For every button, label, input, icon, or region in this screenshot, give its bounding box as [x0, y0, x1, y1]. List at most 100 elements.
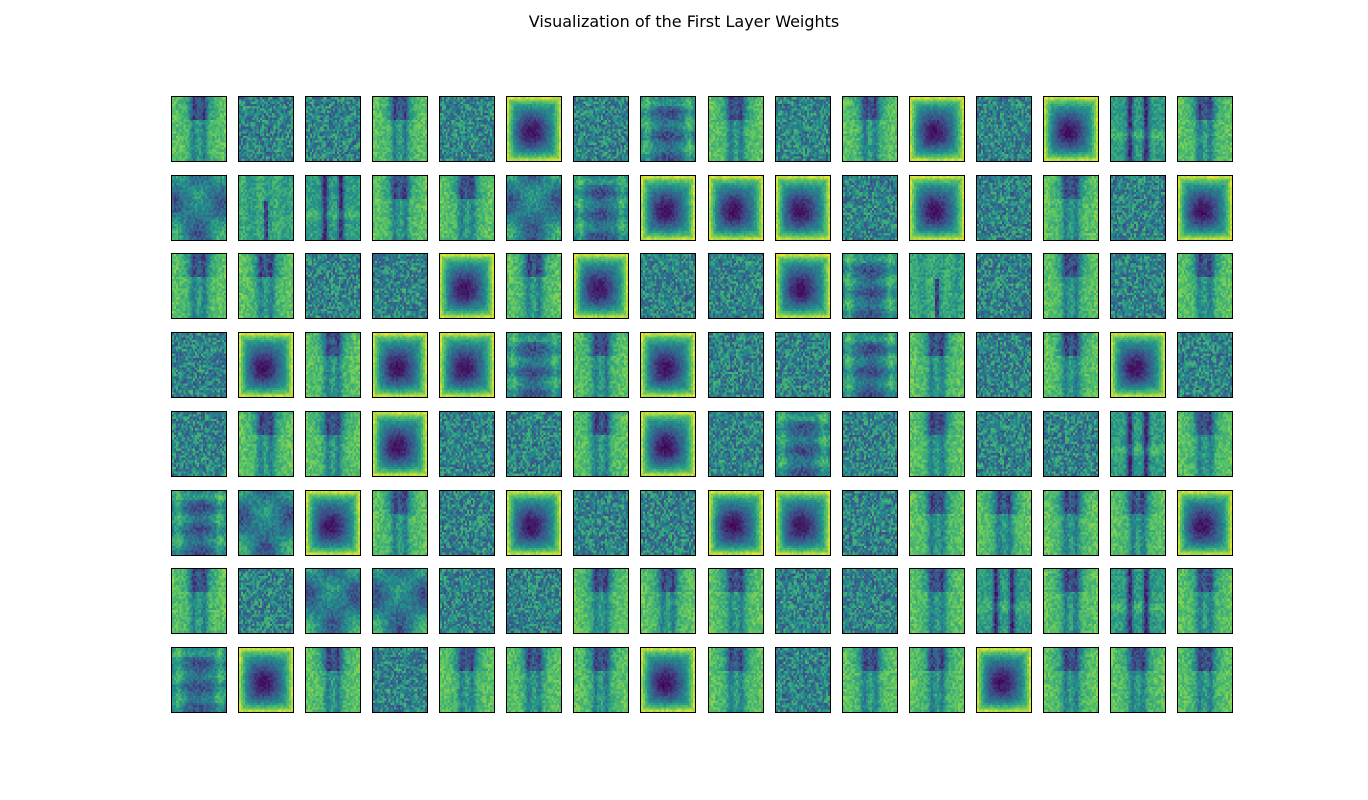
weight-tile-r7-c16 — [1177, 568, 1233, 634]
weight-tile-r6-c8 — [640, 490, 696, 556]
weight-tile-r7-c7 — [573, 568, 629, 634]
weight-tile-r3-c3 — [305, 253, 361, 319]
weight-tile-r7-c4 — [372, 568, 428, 634]
weight-tile-r3-c5 — [439, 253, 495, 319]
weight-tile-r2-c14 — [1043, 175, 1099, 241]
weight-tile-r4-c1 — [171, 332, 227, 398]
weight-tile-r3-c6 — [506, 253, 562, 319]
weight-tile-r8-c12 — [909, 647, 965, 713]
weight-tile-r2-c1 — [171, 175, 227, 241]
weight-tile-r8-c5 — [439, 647, 495, 713]
weight-tile-r4-c10 — [775, 332, 831, 398]
weight-tile-r8-c4 — [372, 647, 428, 713]
weight-tile-r7-c1 — [171, 568, 227, 634]
weight-tile-r8-c9 — [708, 647, 764, 713]
weight-tile-r3-c13 — [976, 253, 1032, 319]
weight-tile-r5-c7 — [573, 411, 629, 477]
weight-tile-r4-c12 — [909, 332, 965, 398]
weight-tile-r6-c6 — [506, 490, 562, 556]
weight-tile-r2-c12 — [909, 175, 965, 241]
weight-tile-r5-c10 — [775, 411, 831, 477]
weight-tile-r1-c11 — [842, 96, 898, 162]
weight-tile-r4-c16 — [1177, 332, 1233, 398]
weight-tile-r8-c7 — [573, 647, 629, 713]
weight-tile-r1-c13 — [976, 96, 1032, 162]
weight-tile-r6-c1 — [171, 490, 227, 556]
weight-tile-r8-c11 — [842, 647, 898, 713]
weight-tile-r5-c15 — [1110, 411, 1166, 477]
weight-tile-r3-c2 — [238, 253, 294, 319]
weight-tile-r3-c9 — [708, 253, 764, 319]
weight-tile-r8-c10 — [775, 647, 831, 713]
weight-tile-r2-c6 — [506, 175, 562, 241]
weight-tile-r8-c1 — [171, 647, 227, 713]
weight-tile-r4-c5 — [439, 332, 495, 398]
weight-tile-r4-c8 — [640, 332, 696, 398]
weight-tile-r7-c15 — [1110, 568, 1166, 634]
weight-tile-r3-c8 — [640, 253, 696, 319]
weight-tile-r5-c13 — [976, 411, 1032, 477]
weight-tile-r1-c1 — [171, 96, 227, 162]
weight-tile-r6-c12 — [909, 490, 965, 556]
weight-tile-r2-c3 — [305, 175, 361, 241]
weight-tile-r4-c14 — [1043, 332, 1099, 398]
weight-tile-r1-c4 — [372, 96, 428, 162]
weight-tile-r1-c8 — [640, 96, 696, 162]
weight-tile-r7-c2 — [238, 568, 294, 634]
weight-tile-r3-c14 — [1043, 253, 1099, 319]
weight-tile-r4-c6 — [506, 332, 562, 398]
weight-tile-r1-c12 — [909, 96, 965, 162]
weight-tile-r1-c16 — [1177, 96, 1233, 162]
weight-tile-r6-c9 — [708, 490, 764, 556]
weight-tile-r6-c7 — [573, 490, 629, 556]
weight-tile-r6-c16 — [1177, 490, 1233, 556]
weight-tile-r5-c11 — [842, 411, 898, 477]
weight-tile-r1-c3 — [305, 96, 361, 162]
weight-tile-r4-c3 — [305, 332, 361, 398]
weight-tile-r3-c15 — [1110, 253, 1166, 319]
weight-tile-r4-c4 — [372, 332, 428, 398]
weight-tile-r6-c5 — [439, 490, 495, 556]
weight-tile-r8-c6 — [506, 647, 562, 713]
weight-tile-r2-c5 — [439, 175, 495, 241]
weight-tile-r8-c14 — [1043, 647, 1099, 713]
weight-tile-r7-c3 — [305, 568, 361, 634]
weight-tile-r4-c11 — [842, 332, 898, 398]
weight-tile-r1-c2 — [238, 96, 294, 162]
weight-tile-r8-c13 — [976, 647, 1032, 713]
weight-tile-r1-c14 — [1043, 96, 1099, 162]
weight-tile-r4-c15 — [1110, 332, 1166, 398]
weight-tile-r2-c2 — [238, 175, 294, 241]
weight-tile-r7-c6 — [506, 568, 562, 634]
weight-tile-r7-c9 — [708, 568, 764, 634]
weight-tile-r7-c11 — [842, 568, 898, 634]
weight-tile-r3-c16 — [1177, 253, 1233, 319]
weight-tile-r2-c7 — [573, 175, 629, 241]
weight-tile-r5-c5 — [439, 411, 495, 477]
weight-tile-r6-c11 — [842, 490, 898, 556]
weight-tile-r2-c11 — [842, 175, 898, 241]
weight-tile-r5-c12 — [909, 411, 965, 477]
weight-tile-r1-c5 — [439, 96, 495, 162]
weight-tile-r4-c2 — [238, 332, 294, 398]
weight-tile-r2-c15 — [1110, 175, 1166, 241]
weight-tile-r4-c7 — [573, 332, 629, 398]
weight-tile-r8-c16 — [1177, 647, 1233, 713]
weight-tile-r5-c16 — [1177, 411, 1233, 477]
weight-tile-r6-c15 — [1110, 490, 1166, 556]
weight-tile-r7-c5 — [439, 568, 495, 634]
weight-tile-r2-c13 — [976, 175, 1032, 241]
weight-tile-r3-c1 — [171, 253, 227, 319]
weight-tile-r1-c6 — [506, 96, 562, 162]
weight-tile-r6-c13 — [976, 490, 1032, 556]
figure-title: Visualization of the First Layer Weights — [528, 12, 840, 31]
weight-tile-r8-c8 — [640, 647, 696, 713]
weight-tile-r8-c2 — [238, 647, 294, 713]
weight-tile-r1-c7 — [573, 96, 629, 162]
weight-tile-r8-c3 — [305, 647, 361, 713]
weight-tile-r4-c13 — [976, 332, 1032, 398]
weight-tile-r5-c8 — [640, 411, 696, 477]
weight-tile-r5-c3 — [305, 411, 361, 477]
weight-tile-r6-c2 — [238, 490, 294, 556]
weight-tile-r7-c12 — [909, 568, 965, 634]
